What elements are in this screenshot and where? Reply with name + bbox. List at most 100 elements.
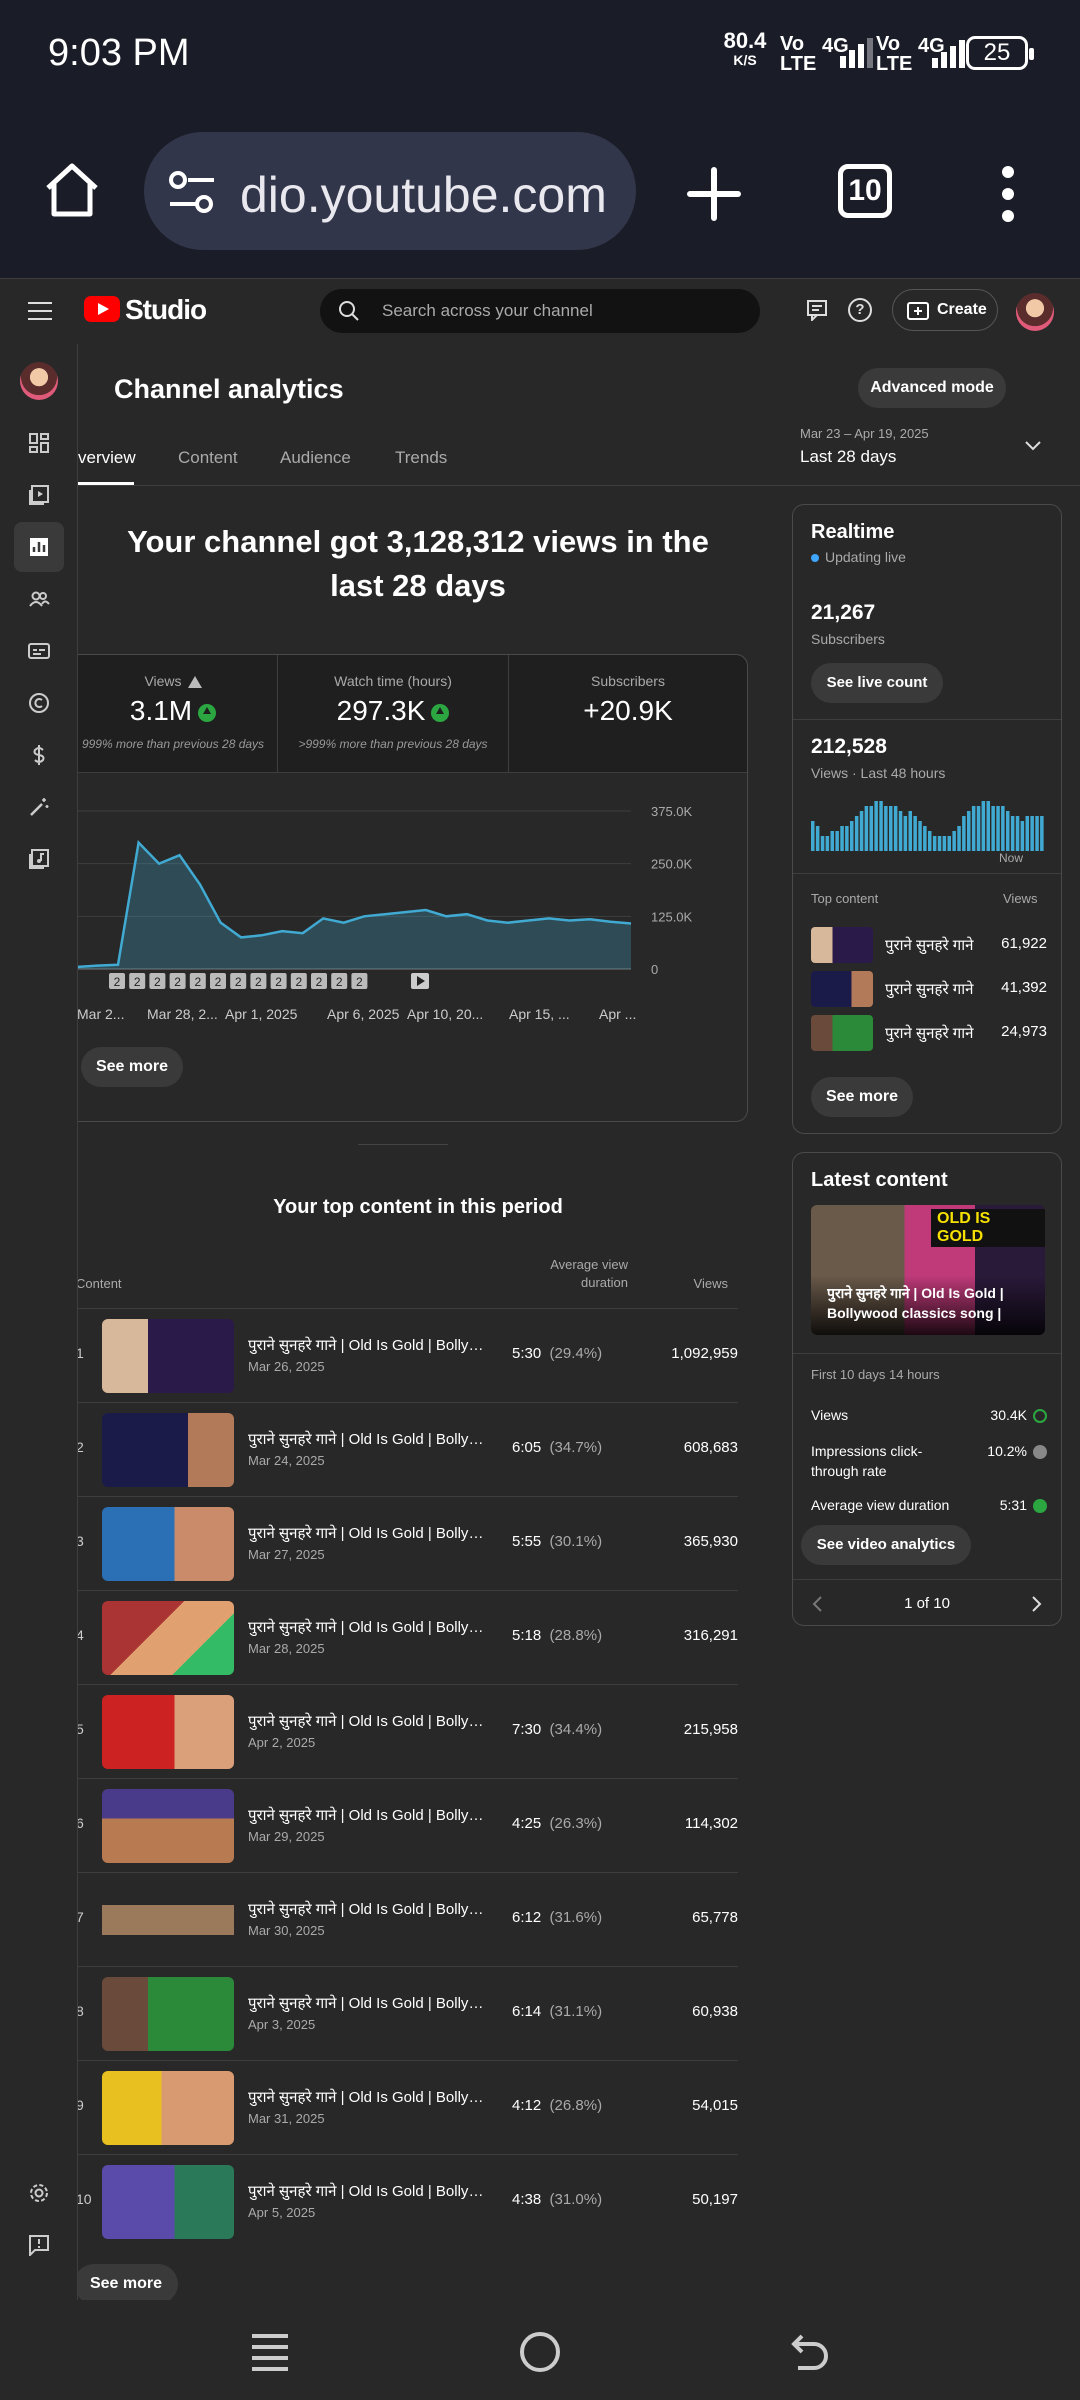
tab-audience[interactable]: Audience — [280, 448, 351, 467]
url-text[interactable]: dio.youtube.com — [240, 167, 607, 223]
list-item[interactable]: पुराने सुनहरे गाने 61,922 — [811, 925, 1047, 965]
column-header-views: Views — [693, 1276, 728, 1291]
column-header-avg-duration: Average view duration — [550, 1257, 628, 1290]
pager: 1 of 10 — [904, 1595, 950, 1612]
video-date: Apr 3, 2025 — [248, 2017, 316, 2032]
metric-views[interactable]: Views 3.1M 999% more than previous 28 da… — [81, 673, 265, 751]
feedback-icon[interactable] — [806, 299, 828, 321]
video-title: पुराने सुनहरे गाने | Old Is Gold | Bolly… — [248, 1337, 488, 1354]
tab-switcher-button[interactable]: 10 — [838, 164, 892, 218]
tab-content[interactable]: Content — [178, 448, 238, 467]
copyright-icon[interactable] — [14, 678, 64, 728]
youtube-logo-icon[interactable] — [84, 296, 120, 322]
video-title: पुराने सुनहरे गाने | Old Is Gold | Bolly… — [248, 1619, 488, 1636]
tab-trends[interactable]: Trends — [395, 448, 448, 467]
chevron-right-icon[interactable] — [1031, 1595, 1043, 1613]
address-bar[interactable]: dio.youtube.com — [144, 132, 636, 250]
latest-video-thumbnail[interactable]: OLD IS GOLD पुराने सुनहरे गाने | Old Is … — [811, 1205, 1045, 1335]
chevron-left-icon[interactable] — [811, 1595, 823, 1613]
browser-toolbar: dio.youtube.com 10 — [0, 110, 1080, 278]
column-header-content: Content — [78, 1276, 122, 1291]
table-row[interactable]: 8 पुराने सुनहरे गाने | Old Is Gold | Boll… — [78, 1966, 738, 2060]
metrics-card: Views 3.1M 999% more than previous 28 da… — [78, 654, 748, 1122]
send-feedback-icon[interactable] — [14, 2220, 64, 2270]
back-icon[interactable] — [786, 2330, 830, 2374]
x-tick-label: Apr 6, 2025 — [327, 1006, 400, 1022]
video-title: पुराने सुनहरे गाने | Old Is Gold | Bolly… — [248, 1995, 488, 2012]
subtitles-icon[interactable] — [14, 626, 64, 676]
y-tick-label: 250.0K — [651, 857, 693, 872]
analytics-icon[interactable] — [14, 522, 64, 572]
search-input[interactable]: Search across your channel — [382, 301, 593, 320]
metric-watch-time[interactable]: Watch time (hours) 297.3K >999% more tha… — [298, 673, 488, 751]
settings-icon[interactable] — [14, 2168, 64, 2218]
see-more-button[interactable]: See more — [811, 1077, 913, 1117]
create-button[interactable]: Create — [892, 289, 998, 331]
table-row[interactable]: 3 पुराने सुनहरे गाने | Old Is Gold | Boll… — [78, 1496, 738, 1590]
home-button-icon[interactable] — [518, 2330, 562, 2374]
list-item[interactable]: पुराने सुनहरे गाने 41,392 — [811, 969, 1047, 1009]
video-views: 54,015 — [692, 2097, 738, 2114]
community-icon[interactable] — [14, 574, 64, 624]
realtime-bar — [825, 836, 830, 851]
home-icon[interactable] — [42, 160, 102, 220]
table-row[interactable]: 2 पुराने सुनहरे गाने | Old Is Gold | Boll… — [78, 1402, 738, 1496]
see-live-count-button[interactable]: See live count — [811, 663, 943, 703]
date-range-picker[interactable]: Mar 23 – Apr 19, 2025 Last 28 days — [800, 426, 929, 466]
table-row[interactable]: 5 पुराने सुनहरे गाने | Old Is Gold | Boll… — [78, 1684, 738, 1778]
tab-overview[interactable]: verview — [78, 448, 136, 467]
earn-icon[interactable] — [14, 730, 64, 780]
latest-content-card: Latest content OLD IS GOLD पुराने सुनहरे… — [792, 1152, 1062, 1626]
signal-icon — [932, 34, 965, 68]
help-icon[interactable]: ? — [848, 298, 872, 322]
table-row[interactable]: 9 पुराने सुनहरे गाने | Old Is Gold | Boll… — [78, 2060, 738, 2154]
realtime-subscribers: 21,267 — [811, 601, 876, 624]
table-row[interactable]: 4 पुराने सुनहरे गाने | Old Is Gold | Boll… — [78, 1590, 738, 1684]
customization-icon[interactable] — [14, 782, 64, 832]
channel-avatar[interactable] — [20, 362, 58, 400]
see-video-analytics-button[interactable]: See video analytics — [801, 1525, 971, 1565]
chevron-down-icon[interactable] — [1024, 440, 1042, 452]
metric-subscribers[interactable]: Subscribers +20.9K — [583, 673, 673, 726]
upload-marker: 2 — [109, 973, 125, 989]
studio-brand[interactable]: Studio — [125, 294, 207, 325]
table-row[interactable]: 10 पुराने सुनहरे गाने | Old Is Gold | Bol… — [78, 2154, 738, 2248]
table-row[interactable]: 6 पुराने सुनहरे गाने | Old Is Gold | Boll… — [78, 1778, 738, 1872]
upload-marker: 2 — [210, 973, 226, 989]
search-bar[interactable]: Search across your channel — [320, 289, 760, 333]
audio-library-icon[interactable] — [14, 834, 64, 884]
rank: 10 — [78, 2191, 92, 2207]
video-thumbnail — [102, 1789, 234, 1863]
site-settings-icon[interactable] — [168, 170, 216, 214]
warning-icon — [187, 676, 202, 689]
new-tab-icon[interactable] — [686, 166, 742, 222]
more-options-icon[interactable] — [996, 164, 1020, 224]
video-thumbnail — [102, 1883, 234, 1957]
avg-view-duration: 5:55 (30.1%) — [512, 1533, 603, 1550]
list-item[interactable]: पुराने सुनहरे गाने 24,973 — [811, 1013, 1047, 1053]
account-avatar[interactable] — [1016, 293, 1054, 331]
advanced-mode-button[interactable]: Advanced mode — [858, 368, 1006, 408]
video-thumbnail — [102, 2071, 234, 2145]
dashboard-icon[interactable] — [14, 418, 64, 468]
realtime-bar — [981, 801, 986, 851]
table-row[interactable]: 1 पुराने सुनहरे गाने | Old Is Gold | Boll… — [78, 1308, 738, 1402]
video-views: 608,683 — [683, 1439, 738, 1456]
y-tick-label: 0 — [651, 962, 658, 977]
divider — [358, 1144, 448, 1145]
see-more-button[interactable]: See more — [78, 2264, 178, 2300]
content-icon[interactable] — [14, 470, 64, 520]
recent-apps-icon[interactable] — [248, 2330, 292, 2374]
table-row[interactable]: 7 पुराने सुनहरे गाने | Old Is Gold | Boll… — [78, 1872, 738, 1966]
realtime-bar — [928, 831, 932, 851]
top-content-title: Your top content in this period — [273, 1196, 563, 1218]
hamburger-menu-icon[interactable] — [28, 301, 52, 321]
x-tick-label: Mar 2... — [78, 1006, 124, 1022]
avg-view-duration: 6:12 (31.6%) — [512, 1909, 603, 1926]
views-line — [78, 839, 632, 969]
realtime-title: Realtime — [811, 521, 895, 543]
live-dot-icon — [811, 554, 819, 563]
avg-view-duration: 5:30 (29.4%) — [512, 1345, 603, 1362]
battery-icon: 25 — [966, 36, 1034, 70]
see-more-button[interactable]: See more — [81, 1047, 183, 1087]
